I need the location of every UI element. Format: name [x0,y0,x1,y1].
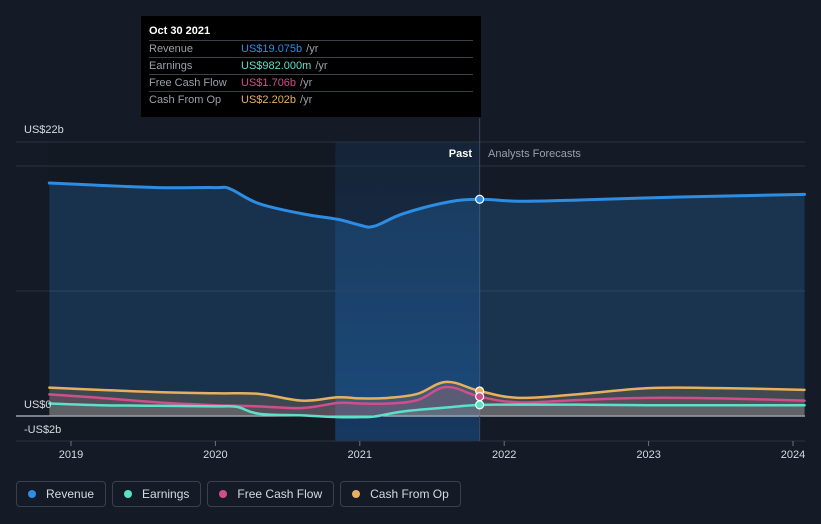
tooltip-unit: /yr [306,43,319,55]
revenue-marker [475,194,485,204]
x-tick-label: 2019 [59,449,83,461]
earnings-dot-icon [124,490,133,498]
revenue-dot-icon [28,490,36,498]
x-tick-label: 2023 [636,449,660,461]
revenue-area [49,183,805,416]
legend-item-free-cash-flow[interactable]: Free Cash Flow [207,481,335,507]
earnings-area [49,403,805,418]
y-axis-label-bottom: -US$2b [24,424,61,436]
tooltip-value: US$2.202b [241,94,297,106]
x-tick-label: 2020 [203,449,227,461]
earnings-line [48,402,806,419]
tooltip-label: Cash From Op [149,94,222,106]
free-cash-flow-dot-icon [219,490,228,498]
x-tick-label: 2021 [348,449,372,461]
tooltip-label: Revenue [149,43,194,55]
tooltip-row-free-cash-flow: Free Cash Flow US$1.706b /yr [149,74,473,91]
past-label: Past [449,148,473,160]
legend-item-earnings[interactable]: Earnings [112,481,202,507]
legend-label: Free Cash Flow [237,487,323,501]
legend-label: Earnings [142,487,190,501]
tooltip-label: Free Cash Flow [149,77,227,89]
chart-legend: Revenue Earnings Free Cash Flow Cash Fro… [16,481,461,507]
tooltip-label: Earnings [149,60,193,72]
cash-from-op-dot-icon [352,490,361,498]
y-axis-label-top: US$22b [24,124,64,136]
revenue-line [47,181,807,229]
cash-from-op-line [48,380,806,402]
legend-label: Cash From Op [370,487,449,501]
tooltip-unit: /yr [315,60,328,72]
tooltip-unit: /yr [300,77,313,89]
tooltip-unit: /yr [300,94,313,106]
legend-label: Revenue [46,487,95,501]
tooltip-value: US$1.706b [241,77,297,89]
tooltip-row-revenue: Revenue US$19.075b /yr [149,40,473,57]
y-axis-label-zero: US$0 [24,399,52,411]
x-tick-label: 2022 [492,449,516,461]
free-cash-flow-line [48,385,806,410]
free-cash-flow-marker [475,392,485,402]
tooltip-row-cash-from-op: Cash From Op US$2.202b /yr [149,91,473,108]
tooltip-value: US$19.075b [241,43,303,55]
legend-item-cash-from-op[interactable]: Cash From Op [340,481,461,507]
tooltip-date: Oct 30 2021 [149,25,211,37]
x-tick-label: 2024 [781,449,805,461]
tooltip-value: US$982.000m [241,60,312,72]
legend-item-revenue[interactable]: Revenue [16,481,107,507]
tooltip-row-earnings: Earnings US$982.000m /yr [149,57,473,74]
hover-tooltip: Oct 30 2021 Revenue US$19.075b /yr Earni… [141,16,481,117]
forecast-label: Analysts Forecasts [488,148,581,160]
free-cash-flow-area [49,386,805,416]
earnings-marker [475,400,485,410]
